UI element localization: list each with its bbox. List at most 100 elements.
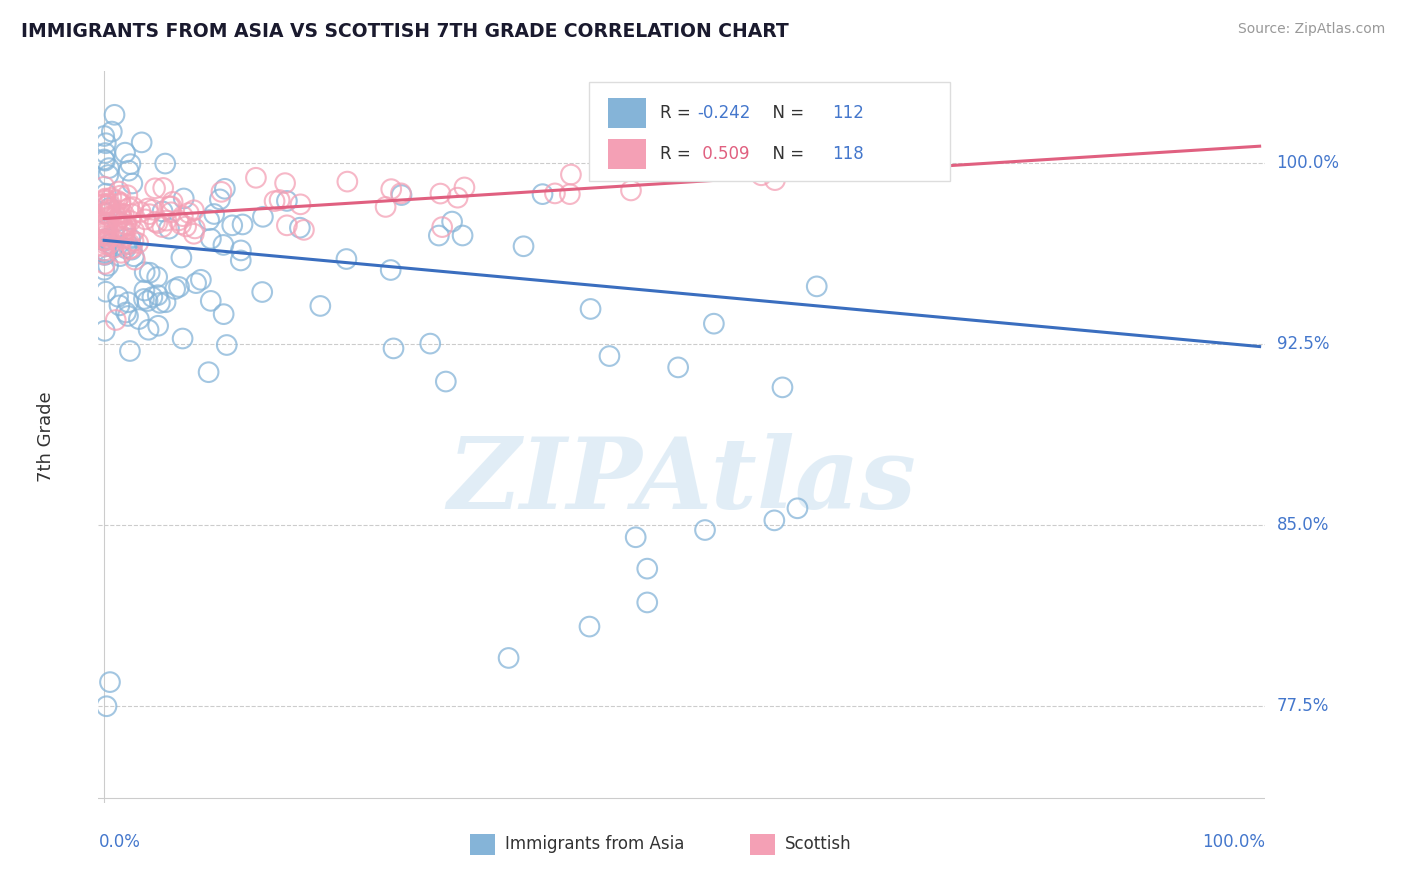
Point xyxy=(190,273,212,287)
Point xyxy=(96,232,118,246)
Point xyxy=(93,233,115,247)
Point xyxy=(98,204,121,219)
Point xyxy=(93,207,115,221)
Point xyxy=(121,207,143,221)
Point xyxy=(134,265,156,279)
Point xyxy=(112,220,135,235)
Point xyxy=(134,284,156,298)
Point xyxy=(93,197,115,211)
Point xyxy=(208,193,231,207)
Point xyxy=(749,169,772,183)
Point xyxy=(292,223,315,237)
Point xyxy=(103,241,125,255)
Point xyxy=(142,202,165,217)
Text: 85.0%: 85.0% xyxy=(1277,516,1329,534)
Point xyxy=(93,262,115,277)
Point xyxy=(97,237,120,252)
Point xyxy=(124,252,146,267)
Point xyxy=(155,295,177,310)
Point xyxy=(96,198,118,212)
Point xyxy=(98,161,121,175)
Point xyxy=(96,246,118,260)
Point xyxy=(122,234,145,248)
Point xyxy=(165,282,187,296)
Text: Scottish: Scottish xyxy=(785,836,851,854)
Point xyxy=(336,175,359,189)
Point xyxy=(105,209,128,223)
Point xyxy=(118,201,141,215)
Point xyxy=(117,309,139,323)
Point xyxy=(93,215,115,229)
Point xyxy=(221,219,243,233)
Point xyxy=(93,153,115,167)
Point xyxy=(172,209,194,223)
Point xyxy=(110,210,132,224)
Point xyxy=(108,249,131,263)
Point xyxy=(693,523,716,537)
Point xyxy=(101,125,124,139)
Point xyxy=(172,332,194,346)
Point xyxy=(214,182,236,196)
Point xyxy=(451,228,474,243)
Point xyxy=(97,168,120,182)
Point xyxy=(131,136,153,150)
Point xyxy=(112,207,135,221)
Point xyxy=(132,292,155,306)
Point xyxy=(97,231,120,245)
Text: R =: R = xyxy=(659,145,696,163)
Text: 77.5%: 77.5% xyxy=(1277,698,1329,715)
Point xyxy=(134,212,156,227)
Text: N =: N = xyxy=(762,145,810,163)
Point xyxy=(250,285,273,299)
Point xyxy=(167,213,190,227)
Point xyxy=(380,263,402,277)
Point xyxy=(118,344,141,359)
Point xyxy=(763,173,786,187)
Point xyxy=(114,225,136,239)
Point xyxy=(93,179,115,194)
Point xyxy=(108,185,131,199)
Point xyxy=(138,266,160,280)
Point xyxy=(96,217,118,231)
Text: 0.509: 0.509 xyxy=(697,145,749,163)
Point xyxy=(200,232,222,246)
Point xyxy=(107,214,129,228)
Point xyxy=(127,235,149,250)
Point xyxy=(93,234,115,248)
Point xyxy=(430,220,453,235)
Text: 100.0%: 100.0% xyxy=(1202,833,1265,851)
Point xyxy=(96,245,118,260)
Point xyxy=(531,187,554,202)
Point xyxy=(94,186,117,201)
Point xyxy=(620,184,643,198)
Point xyxy=(120,157,142,171)
Point xyxy=(184,221,207,235)
Text: Immigrants from Asia: Immigrants from Asia xyxy=(505,836,683,854)
FancyBboxPatch shape xyxy=(589,82,950,181)
Point xyxy=(309,299,332,313)
Point xyxy=(544,186,567,201)
Point xyxy=(115,217,138,231)
Point xyxy=(110,195,132,210)
Point xyxy=(138,207,160,221)
Point xyxy=(114,241,136,255)
Point xyxy=(105,224,128,238)
Point xyxy=(110,188,132,202)
Point xyxy=(96,219,118,234)
Point xyxy=(159,199,181,213)
Point xyxy=(98,675,121,690)
Point xyxy=(97,196,120,211)
Point xyxy=(98,210,121,224)
Point xyxy=(93,225,115,239)
Point xyxy=(146,288,169,302)
Point xyxy=(263,194,285,208)
Point xyxy=(112,230,135,244)
Point xyxy=(624,530,647,544)
Point xyxy=(121,243,143,257)
Point xyxy=(128,312,150,326)
Point xyxy=(93,227,115,241)
Point xyxy=(786,501,808,516)
Point xyxy=(122,249,145,263)
Point xyxy=(157,221,180,235)
Point xyxy=(558,187,581,202)
